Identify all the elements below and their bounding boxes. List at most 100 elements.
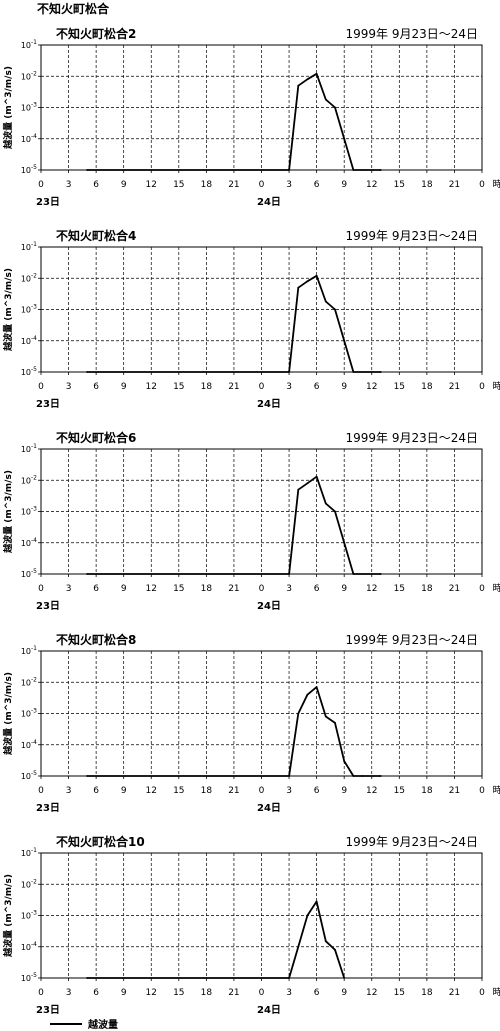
data-point [334,510,336,513]
data-point [334,948,336,951]
data-point [86,977,88,979]
y-tick-label: 10-1 [21,645,37,656]
data-point [352,573,355,575]
x-tick-label: 3 [286,786,292,796]
y-tick-label: 10-4 [21,941,37,952]
x-tick-label: 18 [421,180,433,190]
data-point [86,371,88,373]
y-axis-label: 越波量 (m^3/m/s) [2,268,14,352]
x-tick-label: 9 [121,382,127,392]
day-label: 24日 [257,398,281,410]
x-tick-label: 9 [341,584,347,594]
x-tick-label: 9 [341,180,347,190]
y-axis-label: 越波量 (m^3/m/s) [2,874,14,958]
x-unit-label: 時 [492,987,500,998]
x-tick-label: 21 [228,786,239,796]
data-point [288,371,290,373]
data-point [86,169,88,171]
x-tick-label: 9 [341,988,347,998]
y-axis-label: 越波量 (m^3/m/s) [2,672,14,756]
x-tick-label: 15 [173,180,184,190]
x-tick-label: 21 [228,584,239,594]
x-tick-label: 15 [394,584,405,594]
day-label: 23日 [36,398,60,410]
day-label: 24日 [257,802,281,814]
legend-line-swatch [50,1022,82,1025]
y-tick-label: 10-4 [21,335,37,346]
x-unit-label: 時 [492,785,500,796]
legend-label: 越波量 [88,1020,118,1031]
x-tick-label: 9 [121,988,127,998]
data-point [306,280,309,283]
data-point [343,541,346,544]
x-tick-label: 3 [286,584,292,594]
x-tick-label: 6 [93,382,99,392]
data-point [315,900,318,903]
series-line [86,72,381,171]
x-tick-label: 6 [314,786,320,796]
series-line [86,475,381,575]
x-tick-label: 6 [314,382,320,392]
day-label: 24日 [257,196,281,208]
y-tick-label: 10-5 [21,972,37,983]
x-unit-label: 時 [492,179,500,190]
data-point [306,78,309,81]
data-point [297,945,300,948]
x-tick-label: 12 [366,584,377,594]
x-tick-label: 3 [66,988,72,998]
x-tick-label: 21 [449,988,460,998]
data-point [315,475,318,478]
chart-period: 1999年 9月23日～24日 [345,633,478,647]
data-point [361,775,364,777]
chart-period: 1999年 9月23日～24日 [345,835,478,849]
chart-title: 不知火町松合4 [56,228,136,243]
data-point [343,137,346,140]
y-tick-label: 10-1 [21,847,37,858]
data-point [352,169,355,171]
x-tick-label: 18 [201,988,213,998]
data-point [297,488,300,491]
y-tick-label: 10-2 [21,474,37,485]
y-tick-label: 10-4 [21,739,37,750]
x-tick-label: 0 [479,584,485,594]
data-point [334,722,336,724]
x-tick-label: 9 [341,786,347,796]
x-tick-label: 18 [201,786,213,796]
y-tick-label: 10-5 [21,164,37,175]
x-tick-label: 15 [394,382,405,392]
y-tick-label: 10-4 [21,133,37,144]
data-point [288,977,290,979]
chart-period: 1999年 9月23日～24日 [345,27,478,41]
x-tick-label: 0 [38,180,44,190]
x-tick-label: 0 [479,382,485,392]
day-label: 23日 [36,196,60,208]
x-tick-label: 18 [421,584,433,594]
x-tick-label: 0 [479,786,485,796]
data-point [324,940,327,943]
x-tick-label: 0 [38,786,44,796]
y-tick-label: 10-2 [21,272,37,283]
day-label: 23日 [36,1004,60,1016]
legend: 越波量 [50,1016,118,1031]
data-point [352,371,355,373]
x-tick-label: 0 [259,786,265,796]
day-label: 23日 [36,802,60,814]
x-tick-label: 0 [38,382,44,392]
y-tick-label: 10-3 [21,506,37,517]
x-tick-label: 21 [449,382,460,392]
x-tick-label: 0 [259,988,265,998]
x-tick-label: 18 [421,382,433,392]
data-point [324,98,327,101]
x-tick-label: 12 [366,988,377,998]
x-tick-label: 3 [66,786,72,796]
chart-period: 1999年 9月23日～24日 [345,229,478,243]
y-tick-label: 10-3 [21,708,37,719]
chart-title: 不知火町松合6 [56,430,136,445]
chart-title: 不知火町松合2 [56,26,136,41]
x-tick-label: 18 [201,382,213,392]
data-point [324,300,327,303]
data-point [334,308,336,311]
y-tick-label: 10-3 [21,910,37,921]
x-tick-label: 18 [421,988,433,998]
